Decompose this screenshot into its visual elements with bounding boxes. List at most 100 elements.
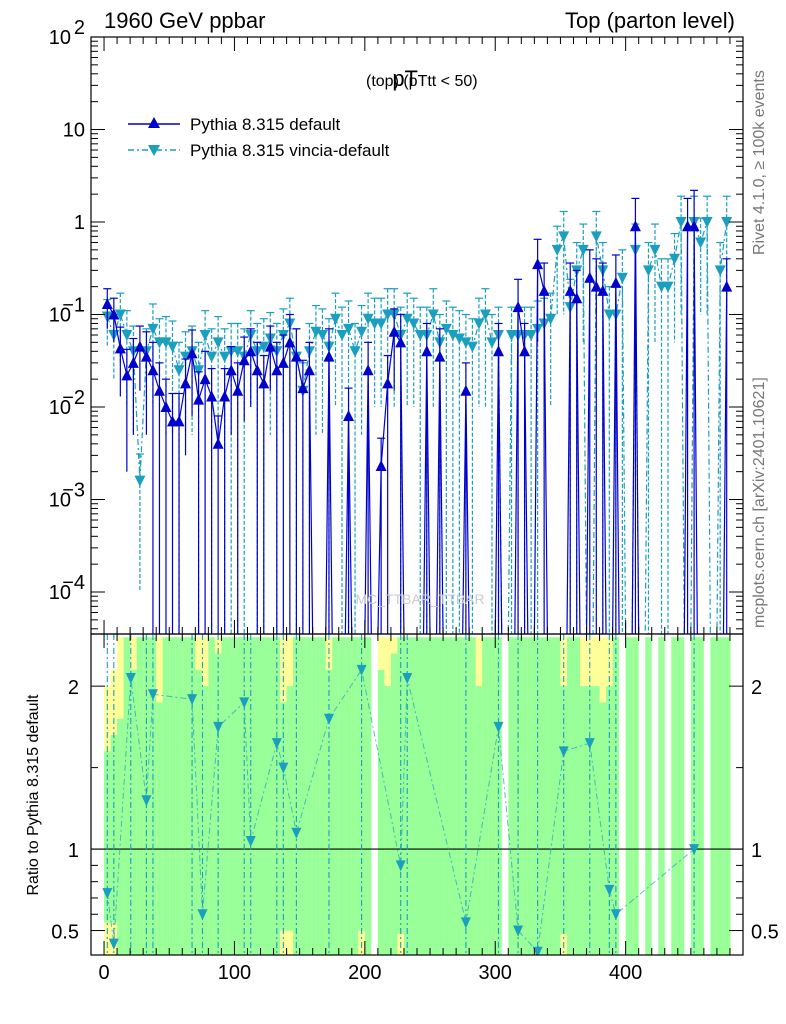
marker-default xyxy=(721,280,733,292)
band-green xyxy=(280,702,288,955)
marker-vincia xyxy=(479,309,491,321)
y-tick-label-exponent: −4 xyxy=(62,572,85,594)
band-green xyxy=(162,637,170,955)
band-green xyxy=(273,637,281,955)
band-green xyxy=(345,637,353,955)
y-tick-label: 10 xyxy=(49,27,71,49)
ratio-ylabel: Ratio to Pythia 8.315 default xyxy=(25,694,42,896)
marker-vincia xyxy=(336,330,348,342)
band-green xyxy=(690,637,698,955)
band-green xyxy=(332,637,340,955)
marker-default xyxy=(199,373,211,385)
marker-default xyxy=(434,350,446,362)
ratio-marker xyxy=(356,664,367,676)
plot-title: pT xyxy=(392,66,418,91)
band-green xyxy=(319,637,327,955)
marker-vincia xyxy=(330,313,341,325)
band-green xyxy=(377,669,385,955)
marker-default xyxy=(343,409,355,421)
band-green xyxy=(351,637,359,955)
band-green xyxy=(658,637,666,955)
band-green xyxy=(723,637,731,955)
x-tick-label: 0 xyxy=(98,962,109,984)
marker-vincia xyxy=(362,313,374,325)
band-green xyxy=(710,637,718,955)
band-green xyxy=(247,637,255,955)
marker-default xyxy=(258,377,270,389)
marker-default xyxy=(160,401,172,412)
marker-vincia xyxy=(356,326,368,338)
mcplots-label: mcplots.cern.ch [arXiv:2401.10621] xyxy=(751,377,768,628)
marker-vincia xyxy=(642,265,654,277)
ratio-y-tick-label: 2 xyxy=(68,677,79,699)
marker-vincia xyxy=(310,326,322,338)
marker-vincia xyxy=(486,337,498,349)
ratio-marker xyxy=(125,672,136,684)
band-green xyxy=(612,637,620,955)
band-green xyxy=(130,669,138,955)
marker-default xyxy=(629,220,641,232)
ratio-marker xyxy=(604,884,615,896)
marker-default xyxy=(323,350,335,362)
band-green xyxy=(462,637,470,955)
marker-vincia xyxy=(173,365,185,377)
marker-vincia xyxy=(206,351,218,363)
plot-title-sub: (top) (pTtt < 50) xyxy=(366,73,478,90)
marker-vincia xyxy=(447,330,459,342)
y-tick-label: 10 xyxy=(49,582,71,604)
ratio-marker xyxy=(610,909,621,921)
band-green xyxy=(645,637,653,955)
band-green xyxy=(534,637,542,955)
marker-default xyxy=(147,364,159,376)
band-gap xyxy=(664,634,672,955)
ratio-marker xyxy=(245,835,256,847)
y-tick-label-exponent: −3 xyxy=(62,480,85,502)
marker-vincia xyxy=(114,309,126,321)
y-tick-label-exponent: −1 xyxy=(62,295,85,317)
marker-vincia xyxy=(401,313,413,325)
marker-default xyxy=(108,308,120,320)
marker-default xyxy=(610,276,622,288)
band-green xyxy=(306,637,314,955)
marker-default xyxy=(532,258,544,270)
marker-default xyxy=(382,377,394,389)
band-green xyxy=(436,637,444,955)
ratio-y-tick-label-right: 1 xyxy=(751,840,762,862)
marker-vincia xyxy=(649,244,661,256)
y-tick-label: 10 xyxy=(63,120,85,142)
band-green xyxy=(430,637,438,955)
marker-vincia xyxy=(427,309,439,321)
band-green xyxy=(156,702,164,955)
series-line-default xyxy=(106,225,728,634)
marker-default xyxy=(277,356,289,368)
band-green xyxy=(195,669,203,955)
band-green xyxy=(338,637,346,955)
marker-vincia xyxy=(232,346,244,358)
band-green xyxy=(169,637,177,955)
marker-vincia xyxy=(695,237,707,249)
marker-default xyxy=(590,280,602,292)
marker-vincia xyxy=(219,351,231,363)
marker-vincia xyxy=(199,330,211,342)
ratio-marker xyxy=(197,909,208,921)
legend-label-2: Pythia 8.315 vincia-default xyxy=(190,141,390,160)
band-gap xyxy=(703,634,711,955)
marker-default xyxy=(597,284,609,296)
band-green xyxy=(221,637,229,955)
y-tick-label-exponent: −2 xyxy=(62,387,85,409)
marker-default xyxy=(362,364,374,376)
marker-default xyxy=(388,325,400,337)
x-tick-label: 300 xyxy=(479,962,512,984)
main-frame xyxy=(90,36,744,635)
band-green xyxy=(312,637,320,955)
marker-vincia xyxy=(167,341,178,353)
band-green xyxy=(358,637,366,955)
band-green xyxy=(495,637,503,955)
marker-vincia xyxy=(180,351,192,363)
marker-vincia xyxy=(121,330,133,342)
y-tick-label: 10 xyxy=(49,490,71,512)
ratio-marker xyxy=(532,946,543,955)
band-green xyxy=(593,686,601,955)
marker-vincia xyxy=(316,330,328,342)
marker-default xyxy=(153,384,165,396)
